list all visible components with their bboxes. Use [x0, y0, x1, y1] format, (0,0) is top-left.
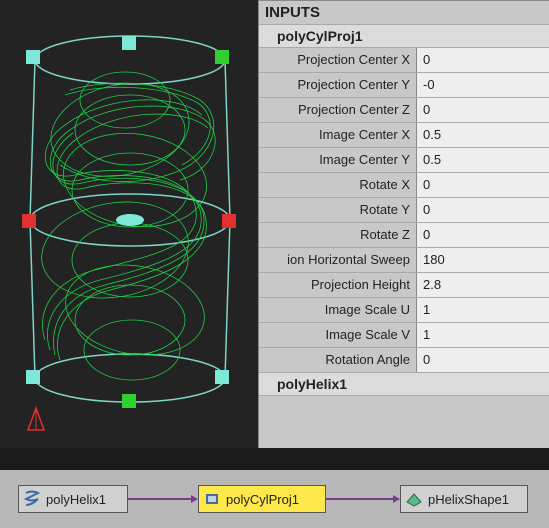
attr-label: ion Horizontal Sweep — [259, 248, 416, 272]
attr-label: Rotation Angle — [259, 348, 416, 372]
connection-arrow-icon — [191, 495, 198, 503]
attr-row: Image Center X0.5 — [259, 123, 549, 148]
graph-node-label: polyHelix1 — [46, 492, 106, 507]
divider — [0, 448, 549, 470]
attr-row: Projection Center Y-0 — [259, 73, 549, 98]
attr-row: Image Center Y0.5 — [259, 148, 549, 173]
attr-value[interactable]: 0 — [416, 348, 549, 372]
attr-value[interactable]: 0 — [416, 173, 549, 197]
attr-row: Rotate X0 — [259, 173, 549, 198]
connection-line — [326, 498, 393, 500]
attr-value[interactable]: 0.5 — [416, 123, 549, 147]
node-graph[interactable]: polyHelix1 polyCylProj1 pHelixShape1 — [0, 470, 549, 528]
attr-row: Rotate Z0 — [259, 223, 549, 248]
attr-label: Image Scale U — [259, 298, 416, 322]
attribute-panel: INPUTS polyCylProj1 Projection Center X0… — [258, 0, 549, 448]
attr-row: Image Scale V1 — [259, 323, 549, 348]
attr-label: Rotate Y — [259, 198, 416, 222]
node-header-2[interactable]: polyHelix1 — [259, 373, 549, 396]
attr-value[interactable]: 1 — [416, 323, 549, 347]
connection-line — [128, 498, 191, 500]
node-header-1[interactable]: polyCylProj1 — [259, 25, 549, 48]
attr-row: Projection Height2.8 — [259, 273, 549, 298]
viewport-3d[interactable] — [0, 0, 258, 448]
attr-label: Image Scale V — [259, 323, 416, 347]
graph-node[interactable]: polyHelix1 — [18, 485, 128, 513]
attr-row: Projection Center X0 — [259, 48, 549, 73]
attr-label: Rotate X — [259, 173, 416, 197]
graph-node-label: polyCylProj1 — [226, 492, 299, 507]
panel-title: INPUTS — [259, 1, 549, 25]
attr-value[interactable]: 180 — [416, 248, 549, 272]
attr-value[interactable]: 0.5 — [416, 148, 549, 172]
attr-value[interactable]: 0 — [416, 48, 549, 72]
attr-value[interactable]: 1 — [416, 298, 549, 322]
attr-label: Image Center Y — [259, 148, 416, 172]
attr-value[interactable]: 0 — [416, 198, 549, 222]
attr-value[interactable]: -0 — [416, 73, 549, 97]
attr-value[interactable]: 0 — [416, 223, 549, 247]
attr-label: Projection Height — [259, 273, 416, 297]
attr-value[interactable]: 2.8 — [416, 273, 549, 297]
graph-node[interactable]: pHelixShape1 — [400, 485, 528, 513]
connection-arrow-icon — [393, 495, 400, 503]
attr-row: ion Horizontal Sweep180 — [259, 248, 549, 273]
attr-label: Image Center X — [259, 123, 416, 147]
attr-label: Projection Center Z — [259, 98, 416, 122]
attr-row: Projection Center Z0 — [259, 98, 549, 123]
graph-node[interactable]: polyCylProj1 — [198, 485, 326, 513]
attr-row: Rotate Y0 — [259, 198, 549, 223]
attr-label: Rotate Z — [259, 223, 416, 247]
attr-row: Image Scale U1 — [259, 298, 549, 323]
graph-node-label: pHelixShape1 — [428, 492, 509, 507]
attr-label: Projection Center X — [259, 48, 416, 72]
attr-row: Rotation Angle0 — [259, 348, 549, 373]
attr-label: Projection Center Y — [259, 73, 416, 97]
attr-value[interactable]: 0 — [416, 98, 549, 122]
